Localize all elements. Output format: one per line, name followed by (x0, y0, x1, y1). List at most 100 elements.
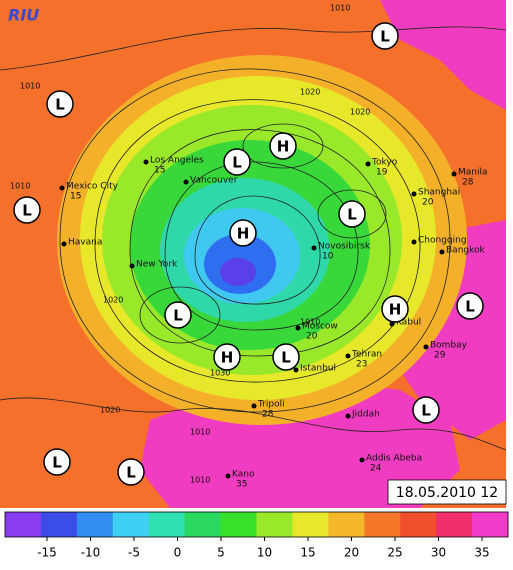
city-name: Shanghai (418, 188, 460, 198)
city-temp: 29 (434, 351, 446, 361)
city-temp: 20 (422, 198, 434, 208)
pressure-center-label: L (421, 402, 431, 420)
city-name: Chongqing (418, 236, 467, 246)
pressure-center-label: L (173, 307, 183, 325)
colorbar: -15 -10 -5 0 5 10 15 20 25 30 35 (4, 511, 509, 560)
pressure-center-marker (272, 343, 300, 371)
colorbar-swatch (400, 512, 437, 537)
city-name: Moscow (302, 322, 338, 332)
colorbar-swatch (148, 512, 186, 537)
pressure-center-marker (269, 132, 297, 160)
city-name: Bombay (430, 341, 468, 351)
colorbar-swatch (436, 512, 473, 537)
colorbar-frame (4, 511, 509, 538)
city-dot (311, 245, 317, 251)
city-dot (345, 413, 351, 419)
pressure-center-label: H (237, 225, 250, 243)
isobar (242, 123, 324, 169)
city-dot (451, 171, 457, 177)
pressure-center-label: L (52, 454, 62, 472)
city-temp: 28 (462, 178, 474, 188)
city-name: Bangkok (446, 246, 486, 256)
isobar (0, 397, 507, 451)
city-dot (365, 161, 371, 167)
isobar (0, 26, 507, 71)
city-temp: 10 (322, 252, 334, 262)
pressure-center-marker (164, 301, 192, 329)
colorbar-swatch (256, 512, 293, 537)
city-dot (293, 367, 299, 373)
map-annotations: 1010101010101020102010201010103010201010… (10, 4, 488, 490)
isobars (0, 26, 507, 451)
colorbar-tick-label: 15 (300, 546, 315, 560)
city-dot (129, 263, 135, 269)
pressure-center-marker (229, 219, 257, 247)
timestamp: 18.05.2010 12 (396, 485, 498, 501)
city-dot (59, 185, 65, 191)
city-dot (423, 344, 429, 350)
timestamp-box (387, 479, 507, 505)
pressure-center-marker (46, 90, 74, 118)
colorbar-tick-label: 30 (431, 546, 446, 560)
city-temp: 23 (356, 360, 367, 370)
isobar-label: 1020 (100, 406, 120, 415)
pressure-center-marker (43, 448, 71, 476)
pressure-center-label: L (281, 349, 291, 367)
isobar-label: 1010 (190, 428, 210, 437)
isobar-label: 1020 (350, 108, 370, 117)
isobar (194, 195, 321, 305)
city-temp: 15 (154, 166, 165, 176)
colorbar-swatch (76, 512, 114, 537)
city-dot (345, 353, 351, 359)
city-name: New York (136, 260, 178, 270)
city-dot (295, 325, 301, 331)
colorbar-swatch (364, 512, 401, 537)
pressure-center-label: L (126, 464, 136, 482)
city-name: Los Angeles (150, 156, 204, 166)
isobar-label: 1010 (10, 182, 30, 191)
city-temp: 24 (370, 464, 382, 474)
colorbar-tick-label: 35 (474, 546, 489, 560)
temperature-field (0, 0, 506, 508)
city-name: Addis Abeba (366, 454, 422, 464)
pressure-center-marker (381, 295, 409, 323)
isobar-label: 1020 (103, 296, 123, 305)
pressure-center-marker (371, 22, 399, 50)
city-dot (389, 321, 395, 327)
pressure-center-marker (13, 196, 41, 224)
colorbar-swatch (184, 512, 222, 537)
pressure-center-label: L (232, 154, 242, 172)
colorbar-swatch (220, 512, 257, 537)
isobar (59, 68, 451, 413)
colorbar-tick-label: -15 (37, 546, 57, 560)
city-temp: 20 (306, 332, 318, 342)
city-dot (61, 241, 67, 247)
city-dot (359, 457, 365, 463)
logo: RIU (8, 6, 39, 25)
colorbar-swatch (5, 512, 42, 537)
city-name: Novosibirsk (318, 242, 371, 252)
city-dot (411, 191, 417, 197)
colorbar-swatch (292, 512, 329, 537)
isobar (129, 129, 391, 357)
city-temp: 28 (262, 410, 274, 420)
colorbar-tick-label: 5 (217, 546, 225, 560)
colorbar-swatch (112, 512, 150, 537)
city-dot (225, 473, 231, 479)
city-dot (183, 179, 189, 185)
city-name: Vancouver (190, 176, 238, 186)
city-name: Istanbul (300, 364, 336, 374)
city-temp: 15 (70, 192, 81, 202)
colorbar-tick-label: -10 (81, 546, 101, 560)
city-name: Jiddah (351, 410, 380, 420)
pressure-center-marker (412, 396, 440, 424)
pressure-center-marker (213, 343, 241, 371)
city-name: Manila (458, 168, 488, 178)
colorbar-swatch (328, 512, 365, 537)
city-name: Kano (232, 470, 255, 480)
isobar (164, 161, 359, 331)
isobar-label: 1020 (300, 88, 320, 97)
pressure-center-marker (338, 200, 366, 228)
city-dot (411, 239, 417, 245)
